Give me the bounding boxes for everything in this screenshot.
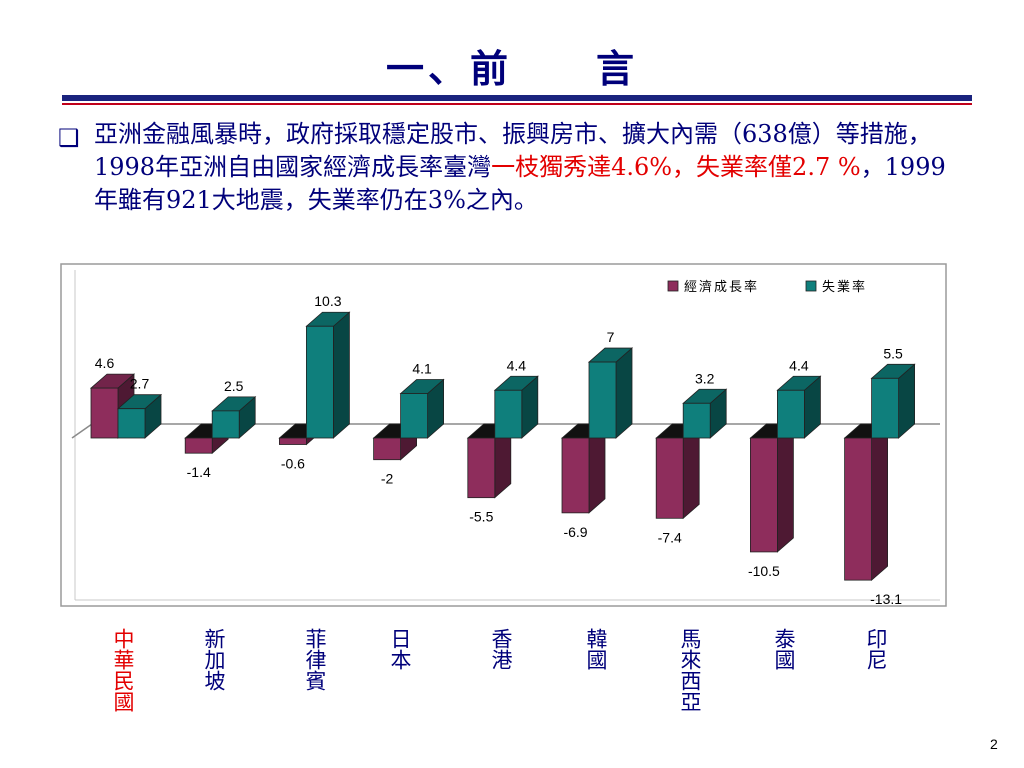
unemployment-bar — [400, 393, 429, 439]
category-label: 日本 — [388, 628, 412, 670]
growth-bar — [373, 437, 402, 461]
bullet-paragraph: 亞洲金融風暴時，政府採取穩定股市、振興房市、擴大內需（638億）等措施，1998… — [94, 118, 949, 217]
unemployment-data-label: 4.4 — [507, 357, 527, 373]
unemployment-bar — [494, 389, 523, 439]
unemployment-data-label: 4.1 — [412, 361, 432, 377]
unemployment-data-label: 4.4 — [789, 357, 809, 373]
legend-label-growth: 經濟成長率 — [684, 279, 759, 295]
paragraph-highlight: 一枝獨秀達4.6%，失業率僅2.7 % — [491, 153, 861, 181]
unemployment-bar-side — [332, 311, 350, 439]
growth-bar-side — [871, 423, 888, 582]
unemployment-data-label: 2.7 — [130, 376, 150, 392]
page-title: 一、前 言 — [385, 46, 638, 91]
unemployment-data-label: 7 — [607, 329, 615, 345]
unemployment-bar — [682, 402, 711, 439]
growth-bar — [561, 437, 590, 514]
unemployment-bar — [117, 408, 146, 439]
category-label: 韓國 — [584, 628, 608, 670]
growth-bar — [750, 437, 778, 553]
legend-swatch-growth — [667, 280, 679, 292]
growth-bar — [90, 387, 119, 439]
category-label: 中華民國 — [111, 628, 135, 712]
unemployment-bar — [871, 377, 899, 439]
category-label: 香港 — [489, 628, 513, 670]
growth-data-label: -1.4 — [187, 464, 211, 480]
zero-line-depth — [71, 423, 93, 439]
title-divider — [62, 95, 972, 101]
growth-bar — [278, 437, 307, 445]
paragraph-segment: ，1999年雖有921大地震，失業率仍在3%之內。 — [94, 153, 946, 214]
growth-data-label: -5.5 — [469, 509, 493, 525]
unemployment-data-label: 5.5 — [883, 345, 903, 361]
unemployment-data-label: 10.3 — [314, 293, 341, 309]
category-label: 馬來西亞 — [678, 628, 702, 712]
unemployment-bar — [777, 389, 805, 439]
growth-data-label: -2 — [381, 471, 394, 487]
growth-bar — [184, 437, 213, 454]
growth-bar — [844, 437, 872, 581]
growth-data-label: -6.9 — [563, 524, 587, 540]
unemployment-bar — [305, 325, 334, 439]
growth-data-label: -13.1 — [870, 591, 902, 607]
growth-data-label: 4.6 — [95, 355, 115, 371]
unemployment-bar-side — [615, 347, 633, 439]
legend-swatch-unemployment — [805, 280, 817, 292]
title-divider-accent — [62, 103, 972, 105]
growth-bar-side — [777, 423, 794, 553]
legend-label-unemployment: 失業率 — [822, 279, 867, 295]
growth-bar — [467, 437, 496, 499]
growth-data-label: -10.5 — [748, 563, 780, 579]
paragraph-segment: 亞洲金融風暴時，政府採取穩定股市、振興房市、擴大內需（638億）等措施，1998… — [94, 120, 932, 181]
page-number: 2 — [990, 736, 998, 752]
growth-data-label: -7.4 — [658, 529, 682, 545]
category-label: 印尼 — [864, 628, 888, 670]
growth-bar — [655, 437, 684, 519]
growth-data-label: -0.6 — [281, 456, 305, 472]
checkbox-square-icon: ❑ — [58, 124, 80, 152]
unemployment-data-label: 3.2 — [695, 370, 715, 386]
unemployment-bar — [211, 410, 240, 439]
category-label: 菲律賓 — [303, 628, 327, 691]
unemployment-data-label: 2.5 — [224, 378, 244, 394]
category-label: 泰國 — [772, 628, 796, 670]
category-label: 新加坡 — [202, 628, 226, 691]
unemployment-bar — [588, 361, 617, 439]
